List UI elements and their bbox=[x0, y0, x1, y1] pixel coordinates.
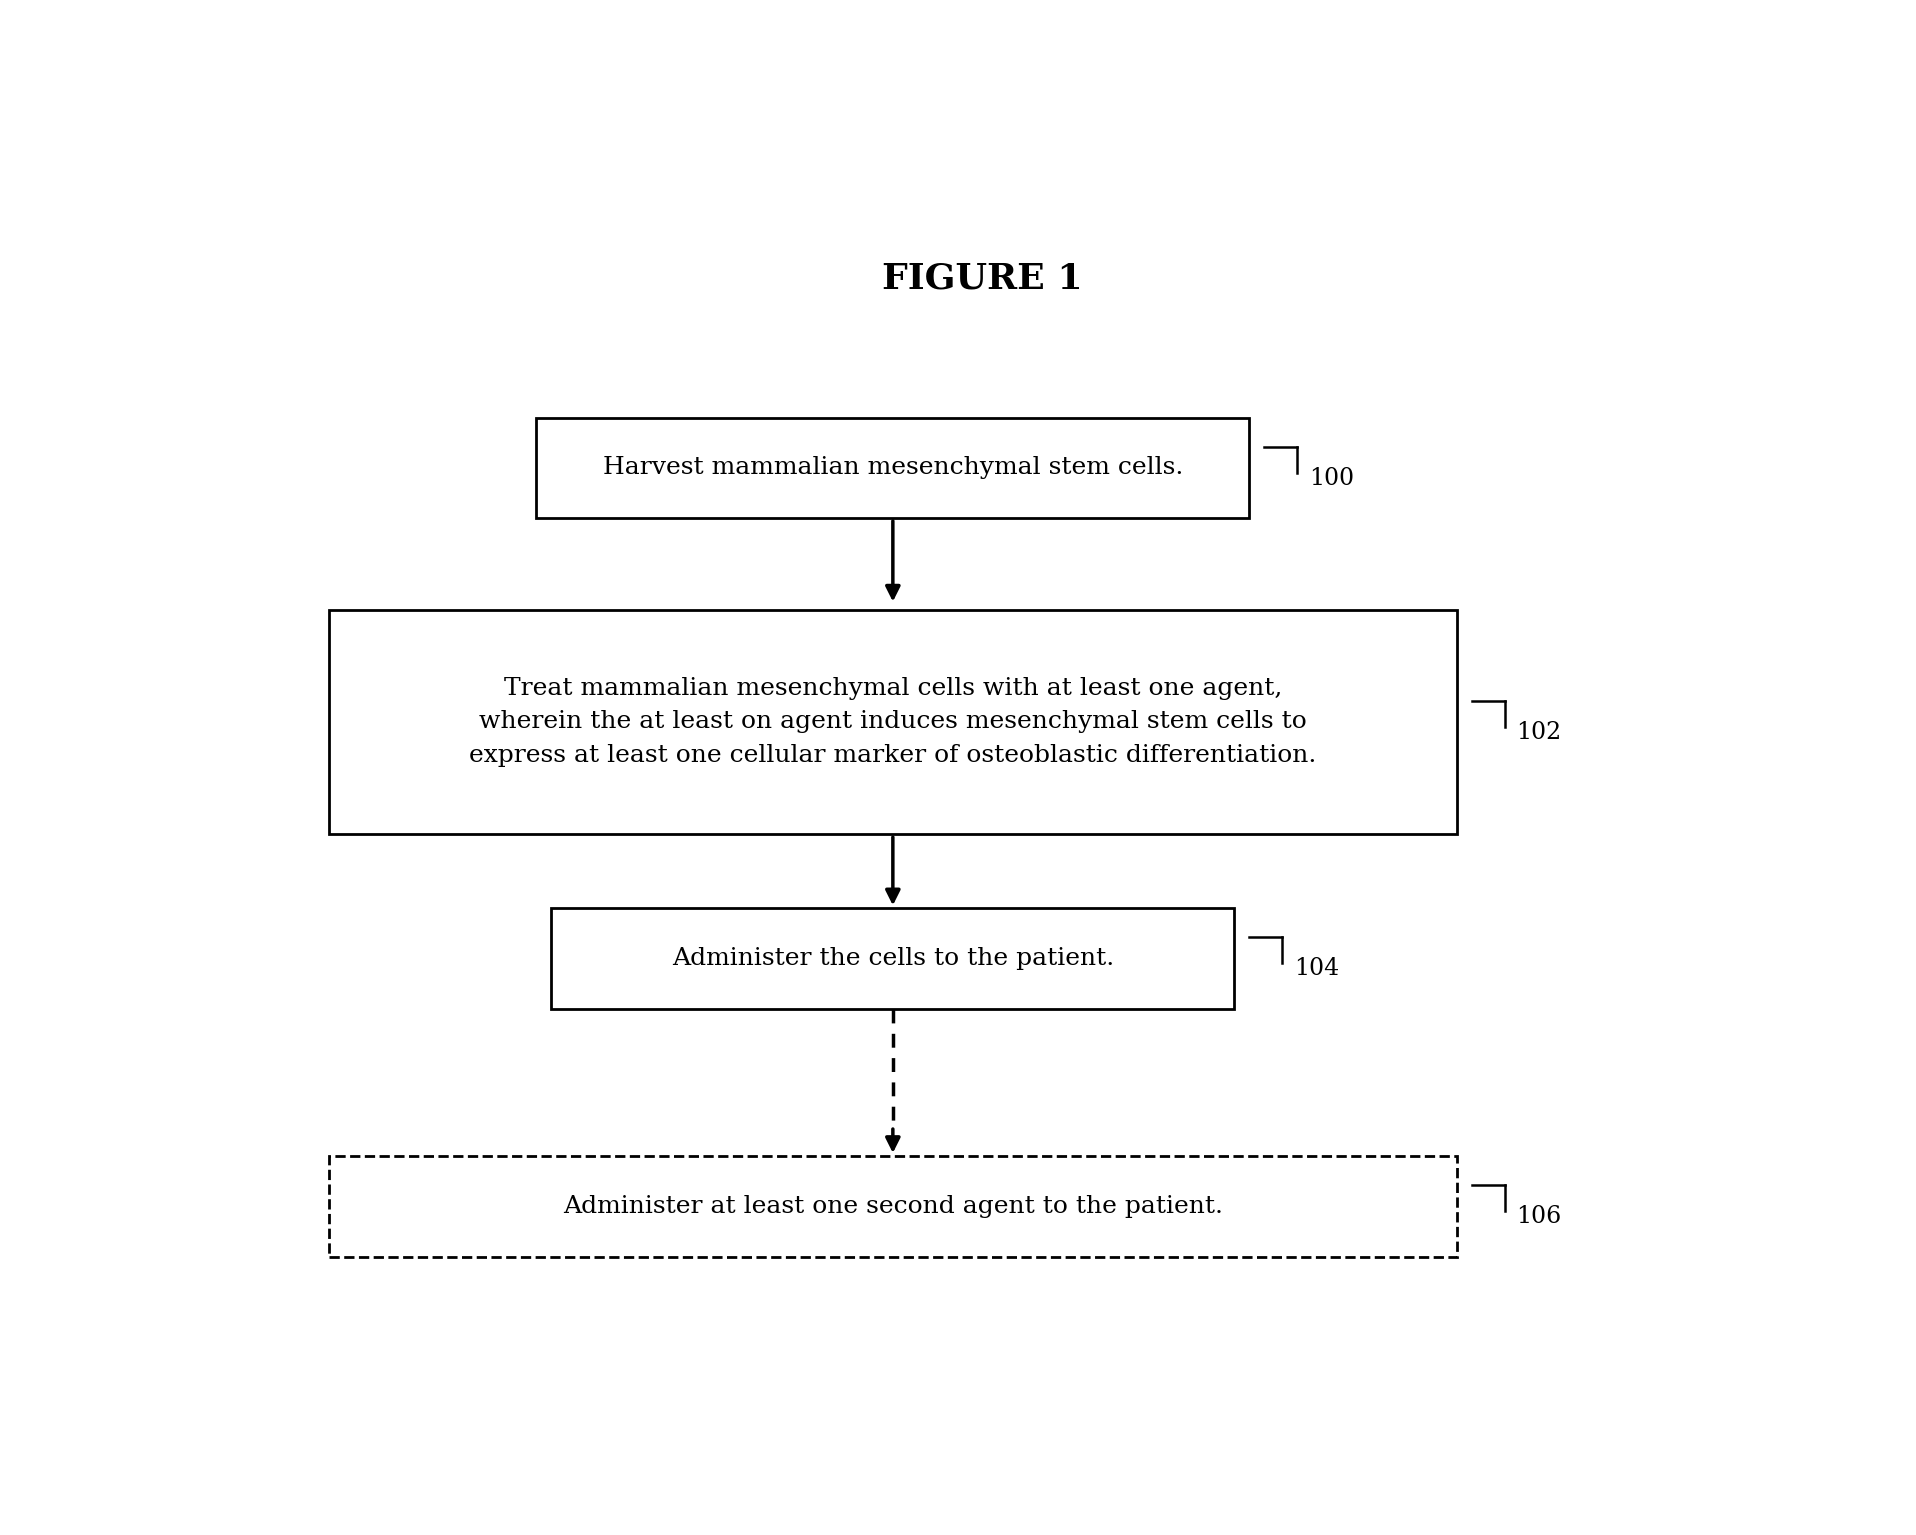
Text: 104: 104 bbox=[1293, 958, 1339, 981]
Text: 100: 100 bbox=[1309, 467, 1355, 490]
Text: Harvest mammalian mesenchymal stem cells.: Harvest mammalian mesenchymal stem cells… bbox=[604, 456, 1182, 479]
Bar bbox=[330, 609, 1458, 835]
Text: Treat mammalian mesenchymal cells with at least one agent,
wherein the at least : Treat mammalian mesenchymal cells with a… bbox=[469, 677, 1316, 768]
Bar bbox=[536, 418, 1249, 519]
Text: Administer at least one second agent to the patient.: Administer at least one second agent to … bbox=[563, 1196, 1222, 1219]
Text: 102: 102 bbox=[1517, 721, 1562, 744]
Bar bbox=[330, 1156, 1458, 1257]
Text: Administer the cells to the patient.: Administer the cells to the patient. bbox=[673, 947, 1113, 970]
Text: 106: 106 bbox=[1517, 1205, 1562, 1228]
Bar bbox=[552, 909, 1234, 1008]
Text: FIGURE 1: FIGURE 1 bbox=[881, 262, 1083, 296]
